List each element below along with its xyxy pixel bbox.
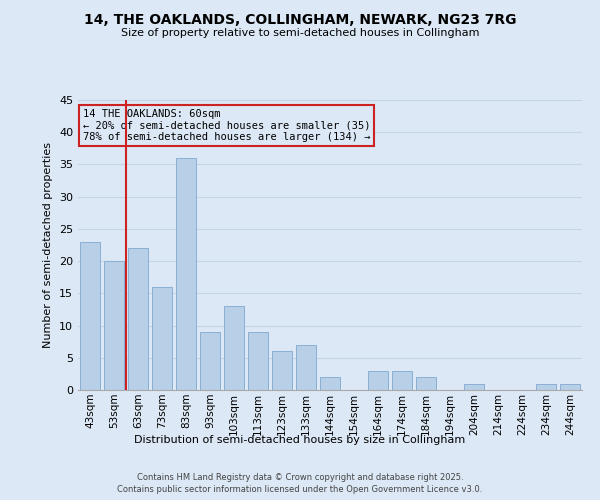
Bar — [104, 261, 124, 390]
Bar — [128, 248, 148, 390]
Text: Size of property relative to semi-detached houses in Collingham: Size of property relative to semi-detach… — [121, 28, 479, 38]
Text: Contains public sector information licensed under the Open Government Licence v3: Contains public sector information licen… — [118, 485, 482, 494]
Bar — [464, 384, 484, 390]
Bar — [224, 306, 244, 390]
Bar — [536, 384, 556, 390]
Bar — [416, 377, 436, 390]
Text: 14, THE OAKLANDS, COLLINGHAM, NEWARK, NG23 7RG: 14, THE OAKLANDS, COLLINGHAM, NEWARK, NG… — [84, 12, 516, 26]
Text: Distribution of semi-detached houses by size in Collingham: Distribution of semi-detached houses by … — [134, 435, 466, 445]
Bar — [560, 384, 580, 390]
Bar — [200, 332, 220, 390]
Bar — [392, 370, 412, 390]
Bar — [272, 352, 292, 390]
Y-axis label: Number of semi-detached properties: Number of semi-detached properties — [43, 142, 53, 348]
Bar — [248, 332, 268, 390]
Bar — [320, 377, 340, 390]
Bar — [296, 345, 316, 390]
Bar — [152, 287, 172, 390]
Text: Contains HM Land Registry data © Crown copyright and database right 2025.: Contains HM Land Registry data © Crown c… — [137, 472, 463, 482]
Text: 14 THE OAKLANDS: 60sqm
← 20% of semi-detached houses are smaller (35)
78% of sem: 14 THE OAKLANDS: 60sqm ← 20% of semi-det… — [83, 108, 371, 142]
Bar — [176, 158, 196, 390]
Bar — [80, 242, 100, 390]
Bar — [368, 370, 388, 390]
